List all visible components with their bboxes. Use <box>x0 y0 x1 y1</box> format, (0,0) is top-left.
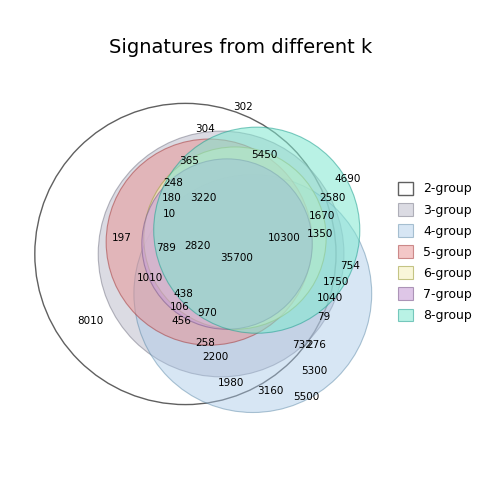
Text: 456: 456 <box>171 317 192 327</box>
Text: 106: 106 <box>170 302 190 312</box>
Text: 79: 79 <box>318 312 331 323</box>
Circle shape <box>106 139 312 345</box>
Legend: 2-group, 3-group, 4-group, 5-group, 6-group, 7-group, 8-group: 2-group, 3-group, 4-group, 5-group, 6-gr… <box>392 175 478 329</box>
Text: 3160: 3160 <box>258 386 284 396</box>
Text: 365: 365 <box>179 156 199 166</box>
Text: 258: 258 <box>195 338 215 348</box>
Text: 248: 248 <box>164 177 183 187</box>
Text: 1010: 1010 <box>137 273 163 283</box>
Text: 276: 276 <box>306 340 326 350</box>
Circle shape <box>142 159 312 329</box>
Text: 732: 732 <box>292 340 312 350</box>
Text: 10300: 10300 <box>268 233 301 243</box>
Text: 180: 180 <box>162 194 181 204</box>
Text: 8010: 8010 <box>77 317 103 327</box>
Text: 197: 197 <box>112 233 132 243</box>
Text: 1980: 1980 <box>218 378 244 388</box>
Text: 5450: 5450 <box>251 150 278 160</box>
Title: Signatures from different k: Signatures from different k <box>109 38 372 56</box>
Text: 438: 438 <box>173 289 194 298</box>
Text: 1040: 1040 <box>317 293 343 302</box>
Circle shape <box>134 175 371 412</box>
Text: 10: 10 <box>163 209 176 219</box>
Text: 2580: 2580 <box>319 194 345 204</box>
Text: 35700: 35700 <box>221 253 254 263</box>
Text: 1750: 1750 <box>323 277 349 287</box>
Text: 3220: 3220 <box>190 194 216 204</box>
Text: 2820: 2820 <box>184 241 211 251</box>
Circle shape <box>144 147 326 329</box>
Circle shape <box>98 131 344 377</box>
Text: 970: 970 <box>198 308 217 319</box>
Text: 304: 304 <box>196 124 215 134</box>
Text: 2200: 2200 <box>202 352 228 362</box>
Text: 1670: 1670 <box>309 211 335 221</box>
Circle shape <box>154 127 360 333</box>
Text: 5300: 5300 <box>301 366 328 376</box>
Text: 754: 754 <box>340 261 360 271</box>
Text: 5500: 5500 <box>293 392 320 402</box>
Text: 302: 302 <box>233 102 253 112</box>
Text: 4690: 4690 <box>335 174 361 183</box>
Text: 1350: 1350 <box>307 229 333 239</box>
Text: 789: 789 <box>156 243 175 253</box>
